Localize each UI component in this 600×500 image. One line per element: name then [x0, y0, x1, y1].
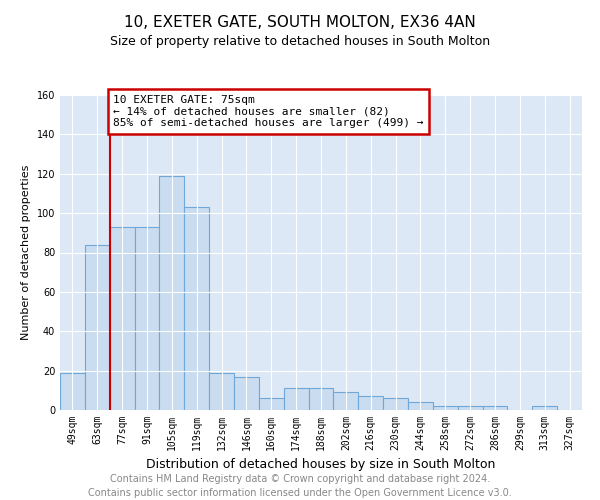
- Bar: [259, 398, 284, 410]
- X-axis label: Distribution of detached houses by size in South Molton: Distribution of detached houses by size …: [146, 458, 496, 471]
- Text: Size of property relative to detached houses in South Molton: Size of property relative to detached ho…: [110, 35, 490, 48]
- Y-axis label: Number of detached properties: Number of detached properties: [21, 165, 31, 340]
- Bar: [60, 372, 85, 410]
- Bar: [383, 398, 408, 410]
- Text: 10, EXETER GATE, SOUTH MOLTON, EX36 4AN: 10, EXETER GATE, SOUTH MOLTON, EX36 4AN: [124, 15, 476, 30]
- Bar: [110, 227, 134, 410]
- Bar: [458, 406, 482, 410]
- Bar: [408, 402, 433, 410]
- Bar: [482, 406, 508, 410]
- Bar: [532, 406, 557, 410]
- Bar: [284, 388, 308, 410]
- Bar: [358, 396, 383, 410]
- Text: Contains HM Land Registry data © Crown copyright and database right 2024.
Contai: Contains HM Land Registry data © Crown c…: [88, 474, 512, 498]
- Bar: [433, 406, 458, 410]
- Bar: [308, 388, 334, 410]
- Bar: [160, 176, 184, 410]
- Bar: [209, 372, 234, 410]
- Bar: [334, 392, 358, 410]
- Text: 10 EXETER GATE: 75sqm
← 14% of detached houses are smaller (82)
85% of semi-deta: 10 EXETER GATE: 75sqm ← 14% of detached …: [113, 95, 424, 128]
- Bar: [234, 376, 259, 410]
- Bar: [85, 244, 110, 410]
- Bar: [134, 227, 160, 410]
- Bar: [184, 207, 209, 410]
